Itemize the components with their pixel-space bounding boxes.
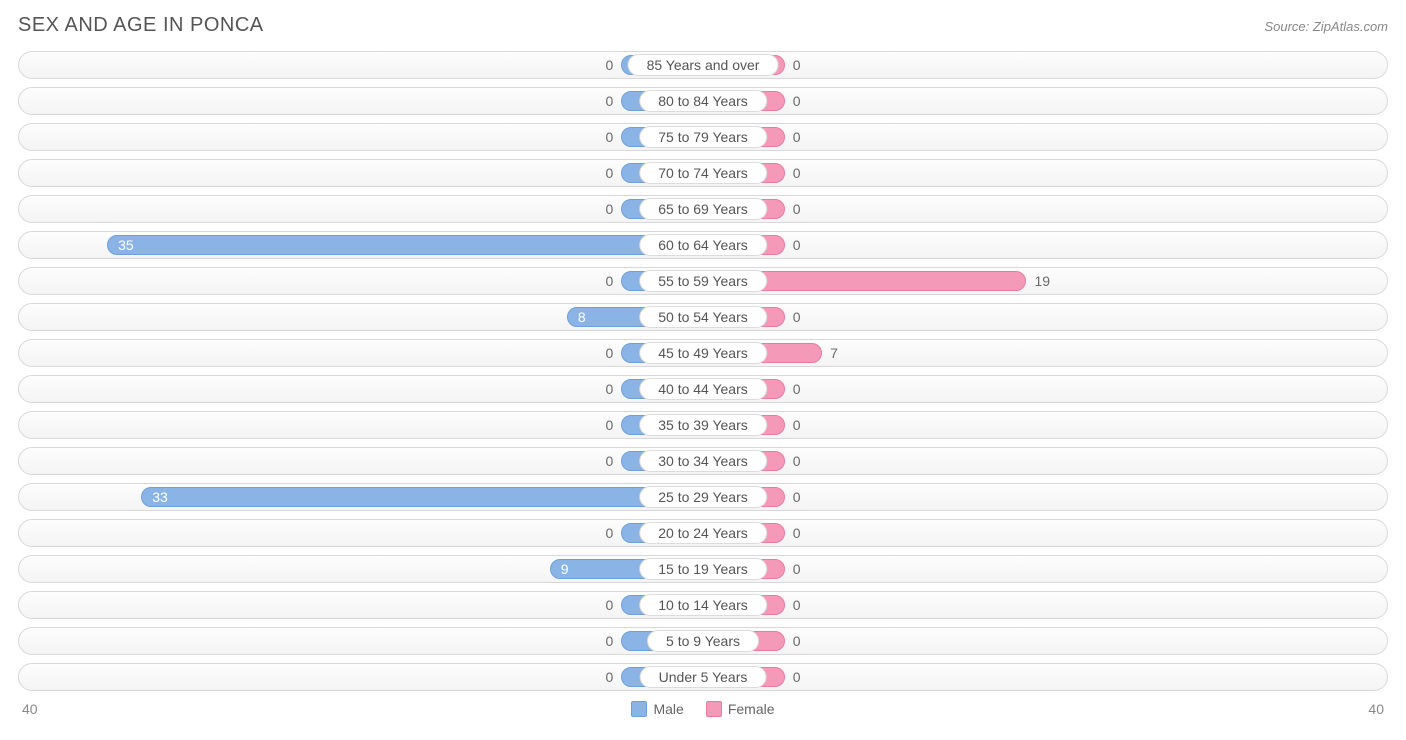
axis-max-right: 40 <box>1368 701 1384 717</box>
pyramid-row: 0 0 20 to 24 Years <box>18 519 1388 547</box>
pyramid-row: 0 0 70 to 74 Years <box>18 159 1388 187</box>
age-category-label: 35 to 39 Years <box>639 414 767 436</box>
female-value: 0 <box>793 199 801 219</box>
male-value: 0 <box>605 163 613 183</box>
chart-title: SEX AND AGE IN PONCA <box>18 14 264 37</box>
female-value: 0 <box>793 235 801 255</box>
male-bar: 33 <box>141 487 703 507</box>
pyramid-row: 9 0 15 to 19 Years <box>18 555 1388 583</box>
female-value: 0 <box>793 127 801 147</box>
age-category-label: 70 to 74 Years <box>639 162 767 184</box>
male-value: 0 <box>605 415 613 435</box>
pyramid-row: 0 0 65 to 69 Years <box>18 195 1388 223</box>
male-value: 0 <box>605 343 613 363</box>
male-value: 0 <box>605 631 613 651</box>
female-value: 0 <box>793 163 801 183</box>
pyramid-row: 0 0 75 to 79 Years <box>18 123 1388 151</box>
pyramid-row: 0 0 40 to 44 Years <box>18 375 1388 403</box>
age-category-label: 50 to 54 Years <box>639 306 767 328</box>
male-value: 9 <box>561 561 569 577</box>
age-category-label: 65 to 69 Years <box>639 198 767 220</box>
male-value: 0 <box>605 271 613 291</box>
pyramid-row: 0 0 10 to 14 Years <box>18 591 1388 619</box>
age-category-label: 25 to 29 Years <box>639 486 767 508</box>
pyramid-row: 0 0 Under 5 Years <box>18 663 1388 691</box>
pyramid-row: 35 0 60 to 64 Years <box>18 231 1388 259</box>
pyramid-row: 8 0 50 to 54 Years <box>18 303 1388 331</box>
female-value: 0 <box>793 379 801 399</box>
male-value: 0 <box>605 199 613 219</box>
male-value: 0 <box>605 667 613 687</box>
age-category-label: 80 to 84 Years <box>639 90 767 112</box>
pyramid-row: 0 0 80 to 84 Years <box>18 87 1388 115</box>
female-value: 0 <box>793 667 801 687</box>
female-value-outside: 19 <box>1034 271 1050 291</box>
legend-item-male: Male <box>631 701 683 717</box>
age-category-label: 75 to 79 Years <box>639 126 767 148</box>
female-value: 0 <box>793 415 801 435</box>
female-value: 0 <box>793 559 801 579</box>
male-value: 0 <box>605 91 613 111</box>
pyramid-row: 0 0 85 Years and over <box>18 51 1388 79</box>
age-category-label: 10 to 14 Years <box>639 594 767 616</box>
age-category-label: Under 5 Years <box>640 666 767 688</box>
age-category-label: 60 to 64 Years <box>639 234 767 256</box>
male-value: 8 <box>578 309 586 325</box>
age-category-label: 20 to 24 Years <box>639 522 767 544</box>
female-value-outside: 7 <box>830 343 838 363</box>
legend-item-female: Female <box>706 701 775 717</box>
female-value: 0 <box>793 91 801 111</box>
chart-footer: 40 Male Female 40 <box>18 701 1388 717</box>
pyramid-row: 0 0 30 to 34 Years <box>18 447 1388 475</box>
age-category-label: 40 to 44 Years <box>639 378 767 400</box>
pyramid-row: 0 0 35 to 39 Years <box>18 411 1388 439</box>
male-bar: 35 <box>107 235 703 255</box>
female-value: 0 <box>793 595 801 615</box>
male-value: 0 <box>605 379 613 399</box>
female-value: 0 <box>793 55 801 75</box>
chart-header: SEX AND AGE IN PONCA Source: ZipAtlas.co… <box>18 14 1388 37</box>
population-pyramid-chart: 0085 Years and over0080 to 84 Years0075 … <box>18 51 1388 691</box>
age-category-label: 5 to 9 Years <box>647 630 759 652</box>
female-value: 0 <box>793 307 801 327</box>
male-value: 33 <box>152 489 168 505</box>
legend-male-label: Male <box>653 701 683 717</box>
female-value: 0 <box>793 523 801 543</box>
male-value: 0 <box>605 451 613 471</box>
female-value: 0 <box>793 631 801 651</box>
female-swatch-icon <box>706 701 722 717</box>
pyramid-row: 0 7 45 to 49 Years <box>18 339 1388 367</box>
pyramid-row: 33 0 25 to 29 Years <box>18 483 1388 511</box>
male-value: 0 <box>605 523 613 543</box>
male-value: 0 <box>605 127 613 147</box>
pyramid-row: 0 0 5 to 9 Years <box>18 627 1388 655</box>
pyramid-row: 0 19 55 to 59 Years <box>18 267 1388 295</box>
age-category-label: 85 Years and over <box>628 54 779 76</box>
age-category-label: 30 to 34 Years <box>639 450 767 472</box>
chart-source: Source: ZipAtlas.com <box>1264 19 1388 34</box>
female-value: 0 <box>793 487 801 507</box>
male-value: 35 <box>118 237 134 253</box>
male-value: 0 <box>605 595 613 615</box>
axis-max-left: 40 <box>22 701 38 717</box>
age-category-label: 45 to 49 Years <box>639 342 767 364</box>
female-value: 0 <box>793 451 801 471</box>
chart-legend: Male Female <box>631 701 774 717</box>
legend-female-label: Female <box>728 701 775 717</box>
age-category-label: 15 to 19 Years <box>639 558 767 580</box>
male-value: 0 <box>605 55 613 75</box>
male-swatch-icon <box>631 701 647 717</box>
age-category-label: 55 to 59 Years <box>639 270 767 292</box>
